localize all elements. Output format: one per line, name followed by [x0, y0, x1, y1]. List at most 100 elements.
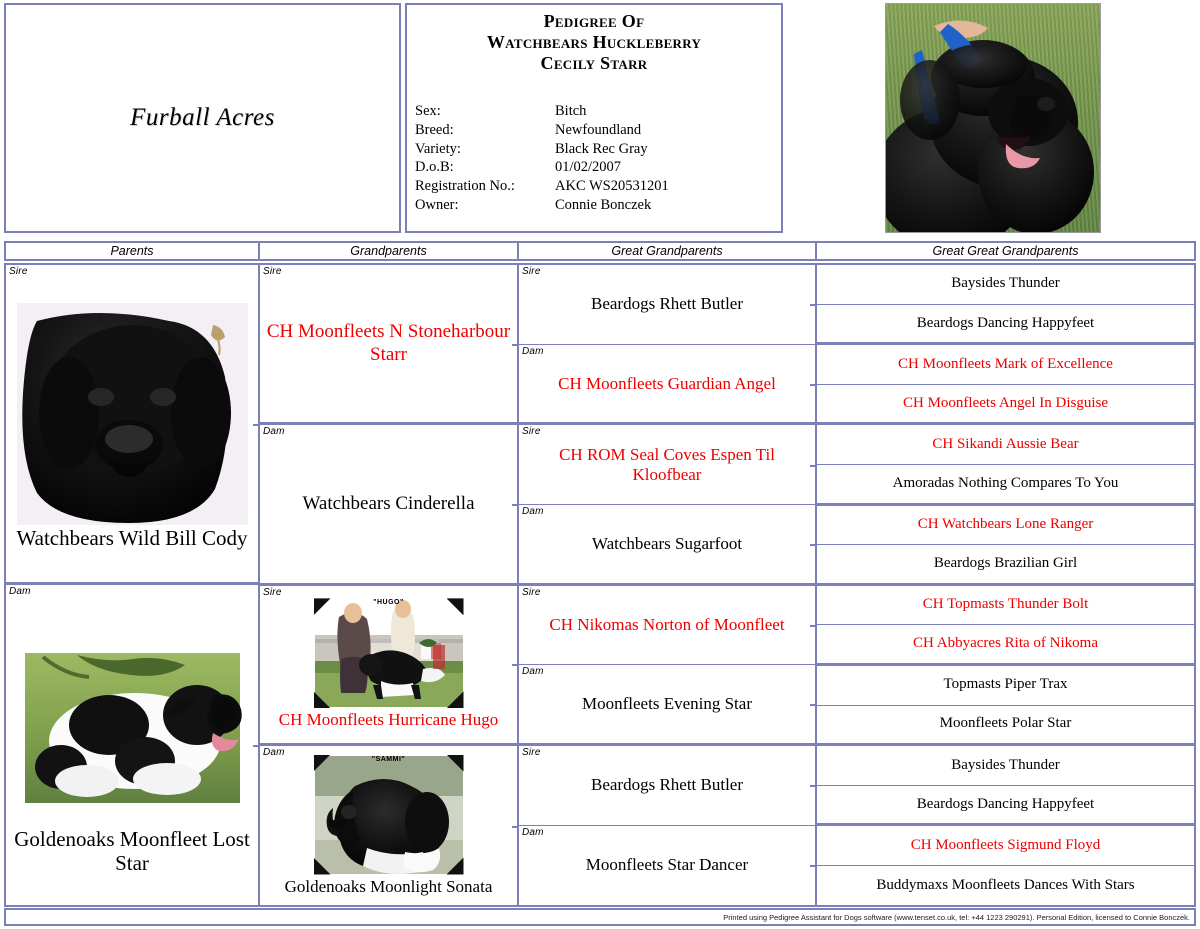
- grandparent-name-2: Watchbears Cinderella: [302, 492, 475, 514]
- parent-cell-sire[interactable]: Sire: [6, 265, 258, 585]
- grandparent-photo-3-art: [314, 599, 463, 708]
- great-great-grandparent-cell-10[interactable]: CH Abbyacres Rita of Nikoma: [817, 625, 1194, 666]
- great-great-grandparent-cell-14[interactable]: Beardogs Dancing Happyfeet: [817, 785, 1194, 827]
- column-header-grandparents: Grandparents: [260, 243, 519, 259]
- great-great-grandparent-cell-9[interactable]: CH Topmasts Thunder Bolt: [817, 585, 1194, 626]
- detail-value-variety: Black Rec Gray: [555, 140, 648, 157]
- great-great-grandparent-name-2: Beardogs Dancing Happyfeet: [916, 314, 1095, 331]
- connector-stub: [810, 464, 815, 467]
- column-header-great-grandparents: Great Grandparents: [519, 243, 817, 259]
- great-great-grandparent-cell-7[interactable]: CH Watchbears Lone Ranger: [817, 505, 1194, 546]
- connector-stub: [253, 423, 258, 426]
- grandparent-cell-2[interactable]: Dam Watchbears Cinderella: [260, 425, 517, 586]
- page-title-line-3: Cecily Starr: [540, 53, 648, 74]
- great-great-grandparent-name-8: Beardogs Brazilian Girl: [933, 555, 1078, 572]
- detail-value-dob: 01/02/2007: [555, 159, 622, 176]
- great-grandparent-cell-3[interactable]: Sire CH ROM Seal Coves Espen Til Kloofbe…: [519, 425, 815, 506]
- great-great-grandparent-cell-8[interactable]: Beardogs Brazilian Girl: [817, 545, 1194, 586]
- parent-dam-name: Goldenoaks Moonfleet Lost Star: [14, 826, 250, 875]
- grandparent-photo-4-art: [314, 755, 463, 874]
- detail-row-variety: Variety: Black Rec Gray: [415, 140, 755, 159]
- role-label-sire: Sire: [522, 747, 541, 759]
- great-great-grandparent-cell-2[interactable]: Beardogs Dancing Happyfeet: [817, 304, 1194, 346]
- great-great-grandparent-name-14: Beardogs Dancing Happyfeet: [916, 795, 1095, 812]
- detail-value-registration: AKC WS20531201: [555, 177, 669, 194]
- page-title: Pedigree Of Watchbears Huckleberry Cecil…: [415, 11, 773, 74]
- detail-label-breed: Breed:: [415, 121, 454, 138]
- great-great-grandparent-cell-15[interactable]: CH Moonfleets Sigmund Floyd: [817, 826, 1194, 866]
- great-great-grandparent-cell-13[interactable]: Baysides Thunder: [817, 746, 1194, 786]
- grandparent-cell-4[interactable]: Dam: [260, 746, 517, 905]
- connector-stub: [810, 543, 815, 546]
- grandparent-cell-3[interactable]: Sire: [260, 585, 517, 747]
- great-great-grandparent-cell-6[interactable]: Amoradas Nothing Compares To You: [817, 464, 1194, 506]
- kennel-name: Furball Acres: [130, 104, 275, 131]
- great-great-grandparent-name-10: CH Abbyacres Rita of Nikoma: [913, 635, 1098, 652]
- great-great-grandparent-cell-5[interactable]: CH Sikandi Aussie Bear: [817, 425, 1194, 465]
- great-grandparent-cell-6[interactable]: Dam Moonfleets Evening Star: [519, 665, 815, 747]
- great-grandparent-name-1: Beardogs Rhett Butler: [590, 294, 744, 314]
- role-label-sire: Sire: [522, 426, 541, 438]
- role-label-dam: Dam: [9, 586, 31, 597]
- subject-info-panel: Pedigree Of Watchbears Huckleberry Cecil…: [405, 3, 783, 233]
- parent-sire-photo: [16, 302, 248, 525]
- great-grandparent-cell-8[interactable]: Dam Moonfleets Star Dancer: [519, 825, 815, 905]
- great-great-grandparent-cell-16[interactable]: Buddymaxs Moonfleets Dances With Stars: [817, 865, 1194, 905]
- connector-stub: [512, 664, 517, 667]
- detail-label-dob: D.o.B:: [415, 159, 454, 176]
- great-grandparent-cell-7[interactable]: Sire Beardogs Rhett Butler: [519, 746, 815, 826]
- grandparent-photo-4: "SAMMI": [313, 754, 464, 875]
- role-label-sire: Sire: [263, 266, 282, 277]
- great-grandparent-name-8: Moonfleets Star Dancer: [585, 855, 749, 875]
- detail-value-sex: Bitch: [555, 103, 587, 120]
- column-great-grandparents: Sire Beardogs Rhett Butler Dam CH Moonfl…: [519, 265, 817, 905]
- role-label-sire: Sire: [522, 266, 541, 277]
- detail-value-breed: Newfoundland: [555, 121, 642, 138]
- role-label-sire: Sire: [9, 266, 28, 277]
- parent-sire-photo-art: [16, 302, 248, 525]
- great-grandparent-cell-1[interactable]: Sire Beardogs Rhett Butler: [519, 265, 815, 345]
- great-grandparent-name-5: CH Nikomas Norton of Moonfleet: [549, 615, 785, 635]
- grandparent-cell-1[interactable]: Sire CH Moonfleets N Stoneharbour Starr: [260, 265, 517, 426]
- great-grandparent-cell-5[interactable]: Sire CH Nikomas Norton of Moonfleet: [519, 585, 815, 666]
- detail-value-owner: Connie Bonczek: [555, 196, 652, 213]
- great-great-grandparent-cell-3[interactable]: CH Moonfleets Mark of Excellence: [817, 345, 1194, 385]
- great-great-grandparent-cell-12[interactable]: Moonfleets Polar Star: [817, 705, 1194, 747]
- column-header-great-great-grandparents: Great Great Grandparents: [932, 244, 1079, 258]
- subject-photo: [885, 3, 1101, 233]
- connector-stub: [810, 383, 815, 386]
- detail-label-variety: Variety:: [415, 140, 461, 157]
- subject-details-table: Sex: Bitch Breed: Newfoundland Variety: …: [415, 102, 755, 214]
- grandparent-name-3: CH Moonfleets Hurricane Hugo: [278, 710, 499, 730]
- great-great-grandparent-cell-4[interactable]: CH Moonfleets Angel In Disguise: [817, 384, 1194, 426]
- connector-stub: [810, 625, 815, 628]
- connector-stub: [253, 745, 258, 747]
- great-great-grandparent-name-1: Baysides Thunder: [951, 275, 1060, 292]
- connector-stub: [512, 825, 517, 828]
- great-great-grandparent-cell-11[interactable]: Topmasts Piper Trax: [817, 665, 1194, 706]
- detail-row-owner: Owner: Connie Bonczek: [415, 196, 755, 215]
- great-great-grandparent-name-3: CH Moonfleets Mark of Excellence: [898, 355, 1113, 372]
- detail-label-registration: Registration No.:: [415, 177, 515, 194]
- page-title-line-2: Watchbears Huckleberry: [486, 32, 702, 53]
- grandparent-photo-3: "HUGO": [313, 598, 464, 709]
- footer-bar: Printed using Pedigree Assistant for Dog…: [4, 908, 1196, 926]
- column-grandparents: Sire CH Moonfleets N Stoneharbour Starr …: [260, 265, 519, 905]
- parent-dam-photo: [16, 620, 248, 826]
- great-grandparent-cell-2[interactable]: Dam CH Moonfleets Guardian Angel: [519, 344, 815, 426]
- role-label-sire: Sire: [263, 586, 282, 598]
- subject-photo-art: [886, 20, 1094, 232]
- great-grandparent-cell-4[interactable]: Dam Watchbears Sugarfoot: [519, 505, 815, 586]
- grandparent-photo-4-image: [313, 754, 464, 875]
- column-header-parents: Parents: [6, 243, 260, 259]
- great-great-grandparent-name-12: Moonfleets Polar Star: [939, 715, 1072, 732]
- great-great-grandparent-name-7: CH Watchbears Lone Ranger: [917, 516, 1094, 532]
- great-great-grandparent-name-11: Topmasts Piper Trax: [943, 676, 1068, 693]
- role-label-dam: Dam: [263, 747, 285, 759]
- role-label-dam: Dam: [522, 666, 544, 678]
- great-great-grandparent-name-16: Buddymaxs Moonfleets Dances With Stars: [876, 876, 1135, 893]
- detail-label-sex: Sex:: [415, 103, 441, 120]
- page-title-line-1: Pedigree Of: [543, 11, 645, 31]
- great-great-grandparent-cell-1[interactable]: Baysides Thunder: [817, 265, 1194, 305]
- parent-cell-dam[interactable]: Dam: [6, 585, 258, 905]
